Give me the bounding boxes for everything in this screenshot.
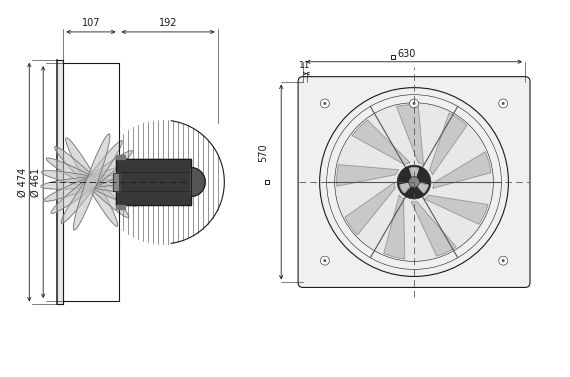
Circle shape [499,256,508,265]
Text: Ø 461: Ø 461 [31,167,41,197]
Text: Ø 474: Ø 474 [17,167,27,197]
Polygon shape [46,158,137,206]
Polygon shape [410,168,418,179]
Polygon shape [397,105,424,164]
Polygon shape [55,147,129,218]
Circle shape [409,176,420,187]
Circle shape [323,102,327,105]
Circle shape [335,103,494,261]
Polygon shape [116,205,125,209]
Polygon shape [61,141,122,223]
Polygon shape [425,195,488,224]
Circle shape [410,99,418,108]
Polygon shape [51,151,132,213]
Circle shape [502,102,504,105]
Polygon shape [66,138,117,226]
Text: 630: 630 [397,49,416,59]
Text: 192: 192 [159,18,177,28]
Text: 11: 11 [299,61,311,70]
Polygon shape [430,113,467,175]
Polygon shape [412,202,456,256]
Polygon shape [74,134,110,230]
Polygon shape [400,183,412,193]
Circle shape [413,102,416,105]
Circle shape [397,165,431,199]
Polygon shape [433,152,491,188]
Circle shape [323,259,327,262]
Polygon shape [345,183,395,235]
Circle shape [499,99,508,108]
Polygon shape [416,183,428,193]
Bar [391,55,395,59]
Polygon shape [116,155,125,159]
FancyBboxPatch shape [298,77,530,287]
Polygon shape [44,163,139,201]
Text: 570: 570 [258,143,268,162]
Polygon shape [384,195,405,259]
Circle shape [502,259,504,262]
Polygon shape [57,60,63,304]
Polygon shape [42,171,142,193]
Polygon shape [116,159,191,205]
Polygon shape [191,168,205,196]
Polygon shape [41,175,142,189]
Circle shape [320,256,329,265]
Circle shape [320,99,329,108]
Polygon shape [352,120,410,164]
Text: 107: 107 [82,18,100,28]
Polygon shape [113,173,119,192]
Polygon shape [337,165,398,186]
Bar [265,180,269,184]
